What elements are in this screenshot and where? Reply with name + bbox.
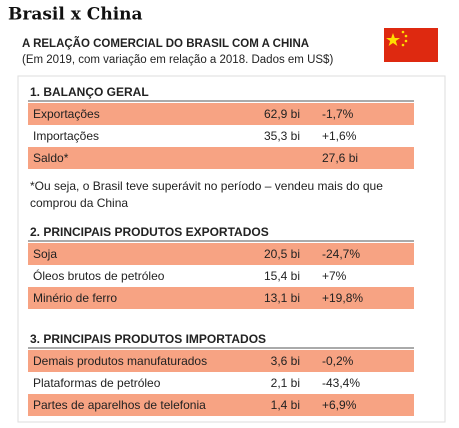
footnote: *Ou seja, o Brasil teve superávit no per… [30, 179, 383, 193]
row-change: +1,6% [322, 129, 357, 143]
row-value: 62,9 bi [264, 107, 300, 121]
row-label: Plataformas de petróleo [33, 376, 161, 390]
row-label: Demais produtos manufaturados [33, 354, 207, 368]
section-title: 1. BALANÇO GERAL [30, 85, 149, 99]
row-change: +6,9% [322, 398, 357, 412]
row-label: Exportações [33, 107, 100, 121]
row-band [28, 394, 414, 416]
row-label: Óleos brutos de petróleo [33, 268, 165, 283]
row-change: +7% [322, 269, 347, 283]
row-change: -0,2% [322, 354, 354, 368]
row-value: 1,4 bi [271, 398, 300, 412]
note: (Em 2019, com variação em relação a 2018… [22, 54, 333, 66]
row-band [28, 243, 414, 265]
row-value: 13,1 bi [264, 291, 300, 305]
row-change: -43,4% [322, 376, 360, 390]
row-value: 3,6 bi [271, 354, 300, 368]
row-change: -24,7% [322, 247, 360, 261]
row-band [28, 103, 414, 125]
section-title: 3. PRINCIPAIS PRODUTOS IMPORTADOS [30, 332, 266, 346]
subtitle: A RELAÇÃO COMERCIAL DO BRASIL COM A CHIN… [22, 37, 309, 50]
row-change: +19,8% [322, 291, 363, 305]
row-value: 15,4 bi [264, 269, 300, 283]
row-label: Importações [33, 129, 99, 143]
row-label: Minério de ferro [33, 291, 117, 305]
row-band [28, 287, 414, 309]
row-label: Soja [33, 247, 57, 261]
frame [17, 75, 446, 423]
footnote: comprou da China [30, 196, 128, 210]
row-label: Partes de aparelhos de telefonia [33, 398, 206, 412]
china-flag [384, 28, 438, 62]
row-value: 20,5 bi [264, 247, 300, 261]
row-band [28, 350, 414, 372]
row-label: Saldo* [33, 151, 69, 165]
row-value: 35,3 bi [264, 129, 300, 143]
title: Brasil x China [8, 5, 143, 25]
row-band [28, 147, 414, 169]
row-change: -1,7% [322, 107, 354, 121]
row-value: 2,1 bi [271, 376, 300, 390]
section-title: 2. PRINCIPAIS PRODUTOS EXPORTADOS [30, 225, 269, 239]
row-value: 27,6 bi [322, 151, 358, 165]
